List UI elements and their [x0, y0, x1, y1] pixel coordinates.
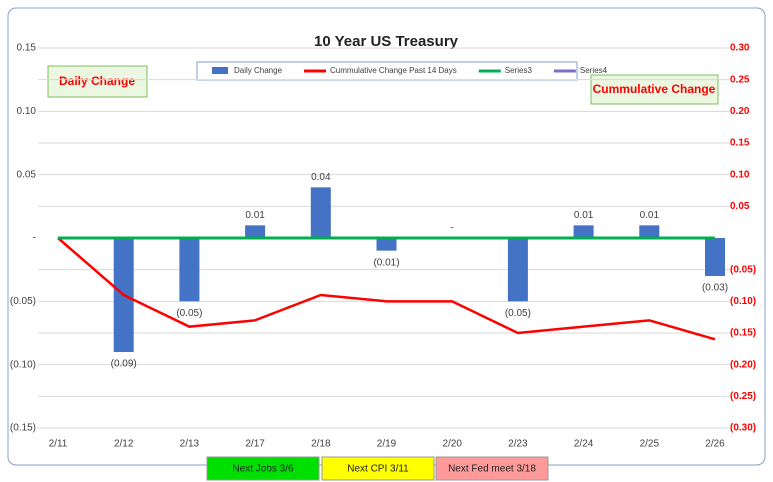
- data-label: (0.09): [111, 359, 137, 370]
- annotation: Cummulative Change: [593, 82, 716, 96]
- bar: [705, 238, 725, 276]
- x-tick-label: 2/18: [311, 439, 331, 450]
- y-tick-label: -: [33, 233, 36, 244]
- y-tick-label: (0.15): [10, 423, 36, 434]
- data-label: 0.04: [311, 172, 331, 183]
- annotation-box: [47, 65, 148, 98]
- annotation: Daily Change: [59, 74, 135, 88]
- x-tick-label: 2/17: [245, 439, 265, 450]
- legend-label: Series4: [580, 66, 608, 75]
- y-tick-label: (0.05): [10, 296, 36, 307]
- bar: [573, 225, 594, 238]
- button[interactable]: [321, 456, 435, 481]
- y-tick-label: 0.10: [17, 106, 37, 117]
- y2-tick-label: 0.10: [730, 169, 750, 180]
- button[interactable]: [435, 456, 549, 481]
- data-label: 0.01: [574, 210, 594, 221]
- legend-swatch: [212, 67, 228, 74]
- y2-tick-label: (0.30): [730, 423, 756, 434]
- x-tick-label: 2/11: [49, 439, 68, 450]
- button-label[interactable]: Next Jobs 3/6: [232, 464, 294, 475]
- y2-tick-label: 0.30: [730, 43, 750, 54]
- y-tick-label: 0.15: [17, 43, 37, 54]
- x-tick-label: 2/19: [377, 439, 397, 450]
- button-label[interactable]: Next CPI 3/11: [347, 464, 409, 475]
- data-label: 0.01: [245, 210, 265, 221]
- y-tick-label: (0.10): [10, 359, 36, 370]
- y2-tick-label: (0.15): [730, 328, 756, 339]
- legend-label: Series3: [505, 66, 533, 75]
- x-tick-label: 2/24: [574, 439, 594, 450]
- y2-tick-label: (0.20): [730, 359, 756, 370]
- y2-tick-label: (0.10): [730, 296, 756, 307]
- y-tick-label: 0.05: [17, 169, 37, 180]
- data-label: -: [451, 223, 454, 234]
- legend-label: Daily Change: [234, 66, 283, 75]
- data-label: (0.05): [505, 308, 531, 319]
- x-tick-label: 2/13: [180, 439, 200, 450]
- bar: [507, 238, 528, 302]
- button-label[interactable]: Next Fed meet 3/18: [448, 464, 536, 475]
- y2-tick-label: 0.15: [730, 138, 750, 149]
- data-label: (0.01): [373, 257, 399, 268]
- y2-tick-label: (0.25): [730, 391, 756, 402]
- x-tick-label: 2/12: [114, 439, 134, 450]
- y2-tick-label: 0.05: [730, 201, 750, 212]
- chart-title: 10 Year US Treasury: [314, 33, 459, 50]
- button[interactable]: [206, 456, 320, 481]
- bar: [179, 238, 200, 302]
- data-label: (0.05): [176, 308, 202, 319]
- y2-tick-label: 0.20: [730, 106, 750, 117]
- x-tick-label: 2/23: [508, 439, 528, 450]
- line: [57, 237, 716, 341]
- x-tick-label: 2/26: [705, 439, 725, 450]
- bar: [376, 238, 397, 251]
- y2-tick-label: (0.05): [730, 264, 756, 275]
- x-tick-label: 2/20: [442, 439, 462, 450]
- bar: [245, 225, 266, 238]
- legend-label: Cummulative Change Past 14 Days: [330, 66, 457, 75]
- bar: [310, 187, 331, 238]
- x-tick-label: 2/25: [640, 439, 660, 450]
- data-label: (0.03): [702, 283, 728, 294]
- y2-tick-label: 0.25: [730, 74, 750, 85]
- data-label: 0.01: [640, 210, 660, 221]
- bar: [639, 225, 660, 238]
